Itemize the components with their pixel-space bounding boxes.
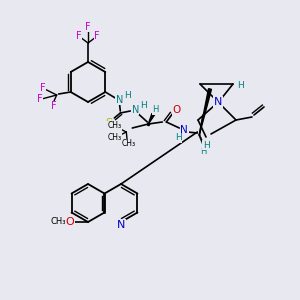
Text: F: F xyxy=(37,94,43,104)
Text: CH₃: CH₃ xyxy=(50,218,66,226)
Text: N: N xyxy=(117,220,125,230)
Text: H: H xyxy=(140,101,147,110)
Polygon shape xyxy=(199,89,212,135)
Text: H: H xyxy=(200,146,206,155)
Text: H: H xyxy=(175,134,182,142)
Polygon shape xyxy=(148,113,155,124)
Text: O: O xyxy=(66,217,74,227)
Text: H: H xyxy=(152,106,158,115)
Text: S: S xyxy=(105,118,112,128)
Text: O: O xyxy=(172,105,180,115)
Text: N: N xyxy=(180,125,188,135)
Text: N: N xyxy=(214,97,222,107)
Text: F: F xyxy=(94,31,100,41)
Text: F: F xyxy=(40,83,46,93)
Text: H: H xyxy=(238,82,244,91)
Text: CH₃: CH₃ xyxy=(107,134,122,142)
Text: F: F xyxy=(51,101,56,111)
Text: H: H xyxy=(202,140,209,149)
Text: F: F xyxy=(76,31,82,41)
Text: CH₃: CH₃ xyxy=(121,140,135,148)
Text: H: H xyxy=(124,92,131,100)
Text: CH₃: CH₃ xyxy=(107,122,122,130)
Text: F: F xyxy=(85,22,91,32)
Text: N: N xyxy=(132,105,139,115)
Text: N: N xyxy=(116,95,123,105)
